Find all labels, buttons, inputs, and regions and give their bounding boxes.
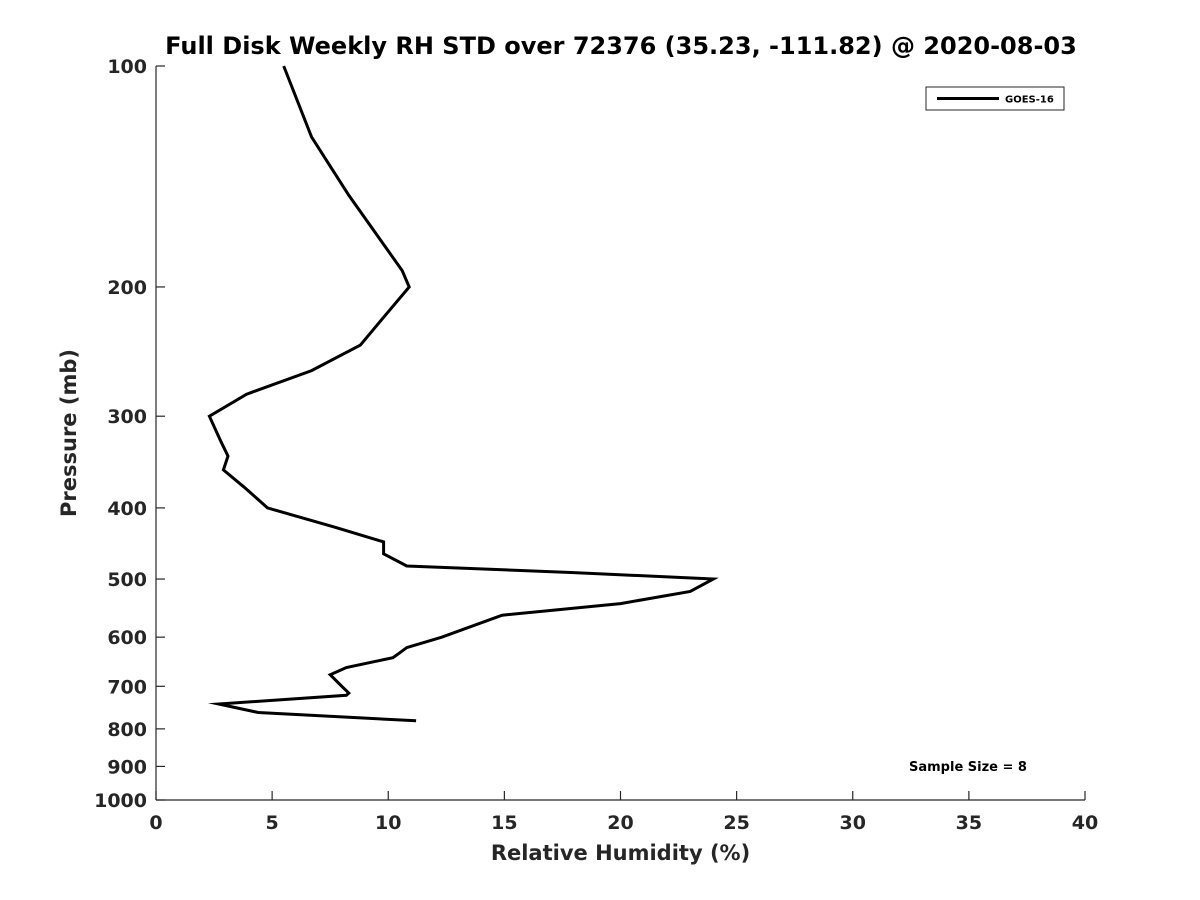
y-tick-label: 100 bbox=[107, 56, 147, 78]
series-group bbox=[207, 65, 719, 723]
y-tick-label: 1000 bbox=[94, 790, 147, 812]
y-tick-label: 500 bbox=[107, 569, 147, 591]
chart-title: Full Disk Weekly RH STD over 72376 (35.2… bbox=[165, 32, 1077, 60]
y-tick-label: 700 bbox=[107, 676, 147, 698]
x-axis-ticks: 0 5 10 15 20 25 30 35 40 bbox=[149, 791, 1098, 834]
y-tick-label: 900 bbox=[107, 756, 147, 778]
x-tick-label: 40 bbox=[1072, 812, 1098, 834]
x-tick-label: 10 bbox=[375, 812, 401, 834]
x-tick-label: 35 bbox=[956, 812, 982, 834]
y-tick-label: 300 bbox=[107, 406, 147, 428]
x-tick-label: 30 bbox=[840, 812, 866, 834]
x-axis-label: Relative Humidity (%) bbox=[491, 841, 750, 865]
y-axis-ticks: 100 200 300 400 500 600 700 800 900 1000 bbox=[94, 56, 165, 812]
y-axis-label: Pressure (mb) bbox=[57, 349, 81, 517]
y-tick-label: 200 bbox=[107, 277, 147, 299]
y-tick-label: 400 bbox=[107, 498, 147, 520]
x-tick-label: 5 bbox=[266, 812, 279, 834]
y-tick-label: 600 bbox=[107, 627, 147, 649]
legend: GOES-16 bbox=[925, 86, 1065, 111]
y-tick-label: 800 bbox=[107, 719, 147, 741]
x-tick-label: 0 bbox=[149, 812, 162, 834]
sample-size-annotation: Sample Size = 8 bbox=[909, 760, 1027, 775]
series-line-goes-16 bbox=[207, 65, 719, 723]
x-tick-label: 20 bbox=[607, 812, 633, 834]
x-tick-label: 25 bbox=[723, 812, 749, 834]
x-tick-label: 15 bbox=[491, 812, 517, 834]
axes bbox=[155, 66, 1085, 801]
legend-label-goes-16: GOES-16 bbox=[1005, 95, 1054, 106]
